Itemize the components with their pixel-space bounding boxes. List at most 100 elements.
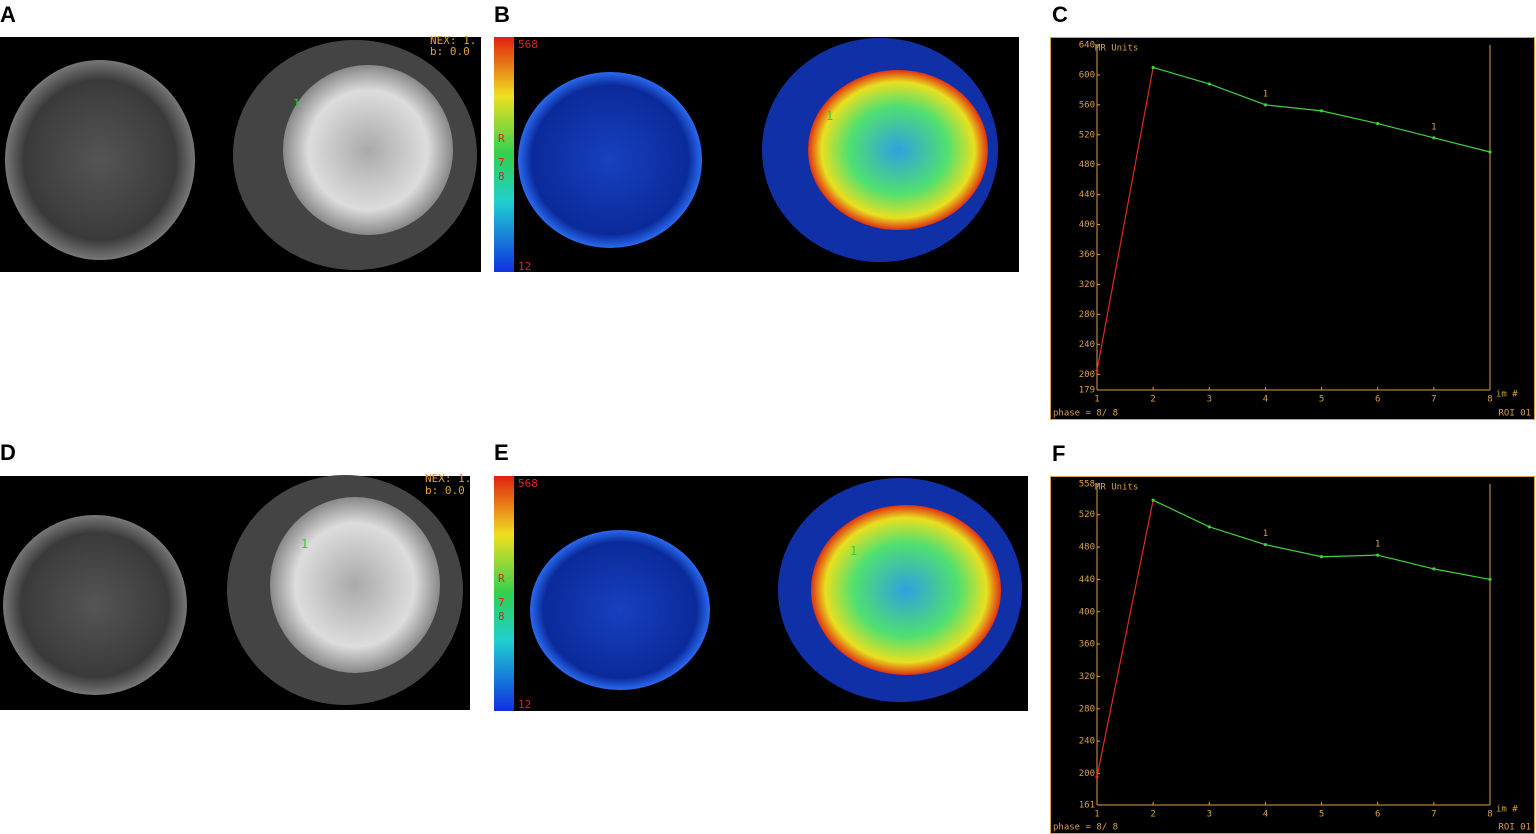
data-point — [1432, 567, 1436, 571]
tumor — [283, 65, 453, 235]
roi-label: 1 — [301, 537, 308, 551]
x-tick-label: 2 — [1150, 395, 1155, 405]
x-tick-label: 1 — [1094, 395, 1099, 405]
roi-label: 1 — [826, 109, 833, 123]
data-point — [1151, 498, 1155, 502]
series-label: 1 — [1263, 89, 1268, 99]
y-tick-label: 161 — [1079, 801, 1095, 811]
x-tick-label: 2 — [1150, 810, 1155, 820]
chart-frame — [1050, 476, 1535, 834]
line-segment — [1152, 499, 1210, 528]
line-segment — [1096, 67, 1154, 371]
data-point — [1095, 775, 1099, 779]
footer-text: phase = 8/ 8 — [1053, 409, 1118, 419]
line-segment — [1152, 66, 1210, 85]
y-tick-label: 240 — [1079, 737, 1095, 747]
y-axis-title: MR Units — [1095, 483, 1138, 493]
x-tick-label: 7 — [1431, 395, 1436, 405]
panel-e: E 568 R 7 8 12 1 — [494, 440, 1028, 711]
y-tick-label: 440 — [1079, 190, 1095, 200]
tumor — [808, 70, 988, 230]
line-segment — [1377, 554, 1434, 570]
overlay-text: NEX: 1. — [425, 472, 471, 485]
y-tick-label: 560 — [1079, 100, 1095, 110]
y-tick-label: 640 — [1079, 41, 1095, 51]
line-segment — [1377, 122, 1435, 139]
tumor — [811, 505, 1001, 675]
line-segment — [1265, 544, 1322, 558]
y-tick-label: 280 — [1079, 310, 1095, 320]
data-point — [1319, 109, 1324, 113]
x-axis-title: im # — [1496, 390, 1518, 400]
panel-label: A — [0, 2, 16, 27]
y-tick-label: 179 — [1079, 386, 1095, 396]
line-segment — [1433, 137, 1491, 153]
limb — [5, 60, 195, 260]
line-segment — [1209, 83, 1266, 106]
y-tick-label: 320 — [1079, 280, 1095, 290]
limb — [530, 530, 710, 690]
panel-label: D — [0, 440, 16, 465]
series-label: 1 — [1431, 122, 1436, 132]
y-tick-label: 240 — [1079, 340, 1095, 350]
colorbar-label: 12 — [518, 698, 531, 711]
footer-text: ROI 01 — [1498, 823, 1531, 833]
y-tick-label: 360 — [1079, 250, 1095, 260]
data-point — [1432, 136, 1436, 140]
x-tick-label: 5 — [1319, 395, 1324, 405]
y-tick-label: 280 — [1079, 704, 1095, 714]
y-axis-title: MR Units — [1095, 44, 1138, 54]
data-point — [1207, 525, 1211, 529]
x-tick-label: 8 — [1487, 395, 1492, 405]
colorbar-label: 8 — [498, 170, 505, 183]
x-tick-label: 6 — [1375, 810, 1380, 820]
panel-label: C — [1052, 2, 1068, 27]
footer-text: phase = 8/ 8 — [1053, 823, 1118, 833]
y-tick-label: 480 — [1079, 543, 1095, 553]
data-point — [1488, 577, 1492, 582]
panel-label: F — [1052, 441, 1065, 466]
y-tick-label: 320 — [1079, 672, 1095, 682]
colorbar-label: 12 — [518, 260, 531, 273]
y-tick-label: 400 — [1079, 220, 1095, 230]
x-tick-label: 5 — [1319, 810, 1324, 820]
colorbar-label: 7 — [498, 156, 505, 169]
data-point — [1319, 555, 1324, 559]
y-tick-label: 558 — [1079, 480, 1095, 490]
data-point — [1376, 553, 1380, 557]
x-tick-label: 1 — [1094, 810, 1099, 820]
data-point — [1263, 543, 1268, 547]
y-tick-label: 480 — [1079, 160, 1095, 170]
colorbar — [494, 37, 514, 272]
data-point — [1376, 121, 1380, 126]
colorbar — [494, 476, 514, 711]
x-axis-title: im # — [1496, 805, 1518, 815]
panel-a: A NEX: 1. b: 0.0 1 — [0, 2, 481, 272]
line-segment — [1433, 568, 1491, 581]
chart-frame — [1050, 37, 1535, 420]
line-segment — [1321, 110, 1378, 125]
y-tick-label: 200 — [1079, 769, 1095, 779]
data-point — [1207, 82, 1211, 86]
panel-b: B 568 R 7 8 12 1 — [494, 2, 1019, 273]
panel-label: B — [494, 2, 510, 27]
overlay-text: b: 0.0 — [430, 45, 470, 58]
x-tick-label: 3 — [1207, 810, 1212, 820]
colorbar-label: 568 — [518, 477, 538, 490]
panel-label: E — [494, 440, 509, 465]
y-tick-label: 520 — [1079, 130, 1095, 140]
colorbar-label: R — [498, 572, 505, 585]
roi-label: 1 — [293, 97, 300, 111]
y-tick-label: 360 — [1079, 640, 1095, 650]
line-segment — [1096, 500, 1154, 777]
roi-label: 1 — [850, 544, 857, 558]
x-tick-label: 4 — [1263, 810, 1268, 820]
x-tick-label: 3 — [1207, 395, 1212, 405]
series-label: 1 — [1263, 529, 1268, 539]
limb — [3, 515, 187, 695]
series-label: 1 — [1375, 540, 1380, 550]
x-tick-label: 6 — [1375, 395, 1380, 405]
y-tick-label: 400 — [1079, 607, 1095, 617]
line-segment — [1209, 526, 1266, 546]
